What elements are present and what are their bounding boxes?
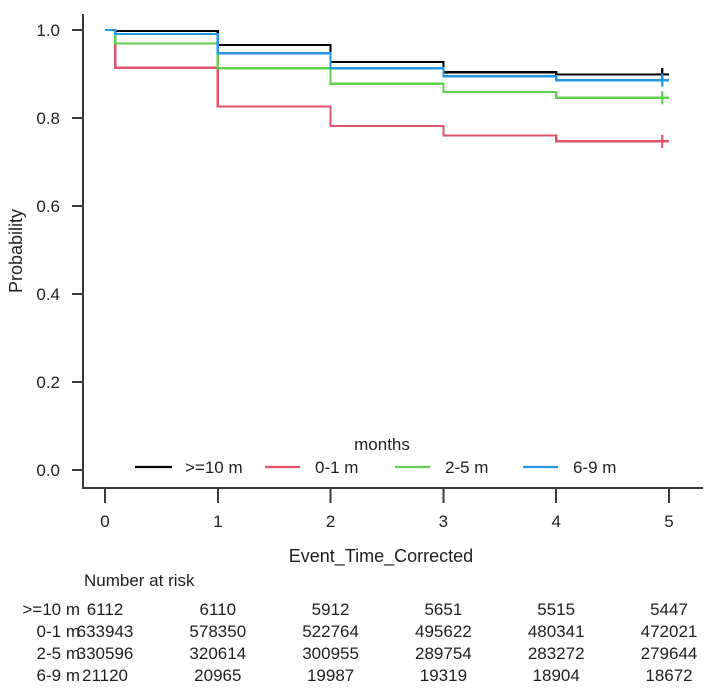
risk-count: 19319	[419, 666, 468, 685]
risk-table-row-0-1-m: 0-1 m 633943 578350 522764 495622 480341 47202…	[0, 622, 708, 642]
risk-count: 5912	[311, 600, 350, 619]
y-tick-label: 0.6	[36, 197, 60, 216]
risk-count: 283272	[527, 644, 585, 663]
x-tick-label: 4	[551, 512, 560, 531]
censor-mark-0-1-m	[655, 134, 669, 148]
legend-label-6-9-m: 6-9 m	[573, 458, 616, 477]
risk-count: 330596	[76, 644, 134, 663]
risk-count: 289754	[415, 644, 472, 663]
risk-count: 495622	[415, 622, 472, 641]
risk-count: 5651	[424, 600, 463, 619]
survival-curve-6-9-m	[105, 28, 669, 82]
risk-count: 18672	[645, 666, 693, 685]
risk-row-label: 2-5 m	[36, 644, 80, 663]
risk-table-row-6-9-m: 6-9 m 21120 20965 19987 19319 18904 18672	[0, 666, 708, 686]
survival-curve-2-5-m	[105, 28, 669, 99]
censor-mark-2-5-m	[655, 91, 669, 105]
risk-count: 6112	[86, 600, 124, 619]
x-tick-label: 5	[664, 512, 673, 531]
x-tick-label: 1	[213, 512, 222, 531]
y-tick-label: 0.4	[36, 285, 60, 304]
y-tick-label: 1.0	[36, 21, 60, 40]
survival-curve-0-1-m	[105, 28, 669, 143]
x-axis-label: Event_Time_Corrected	[289, 546, 473, 567]
axes-lines	[82, 14, 703, 489]
risk-count: 633943	[76, 622, 134, 641]
legend-label-0-1-m: 0-1 m	[315, 458, 358, 477]
censor-mark-6-9-m	[655, 73, 669, 87]
risk-count: 480341	[527, 622, 585, 641]
risk-table-row-10-m: >=10 m 6112 6110 5912 5651 5515 5447	[0, 600, 708, 620]
y-tick-label: 0.0	[36, 461, 60, 480]
y-tick-label: 0.2	[36, 373, 60, 392]
risk-count: 19987	[306, 666, 355, 685]
risk-table-row-2-5-m: 2-5 m 330596 320614 300955 289754 283272 27964…	[0, 644, 708, 664]
risk-row-label: 6-9 m	[36, 666, 80, 685]
x-tick-label: 2	[326, 512, 335, 531]
y-axis-label: Probability	[6, 209, 26, 293]
risk-count: 6110	[199, 600, 237, 619]
risk-count: 300955	[302, 644, 359, 663]
legend-title: months	[354, 435, 410, 454]
risk-count: 21120	[81, 666, 129, 685]
risk-count: 522764	[302, 622, 359, 641]
x-tick-label: 0	[100, 512, 109, 531]
risk-count: 472021	[640, 622, 698, 641]
risk-row-label: 0-1 m	[36, 622, 80, 641]
risk-count: 5515	[537, 600, 576, 619]
risk-count: 320614	[189, 644, 247, 663]
risk-count: 20965	[194, 666, 242, 685]
risk-count: 279644	[640, 644, 698, 663]
risk-count: 5447	[650, 600, 688, 619]
risk-count: 18904	[532, 666, 580, 685]
risk-table-title: Number at risk	[84, 571, 195, 590]
risk-row-label: >=10 m	[22, 600, 80, 619]
y-tick-label: 0.8	[36, 109, 60, 128]
legend-label-10-m: >=10 m	[185, 458, 243, 477]
risk-count: 578350	[189, 622, 247, 641]
legend-label-2-5-m: 2-5 m	[445, 458, 488, 477]
x-tick-label: 3	[439, 512, 448, 531]
